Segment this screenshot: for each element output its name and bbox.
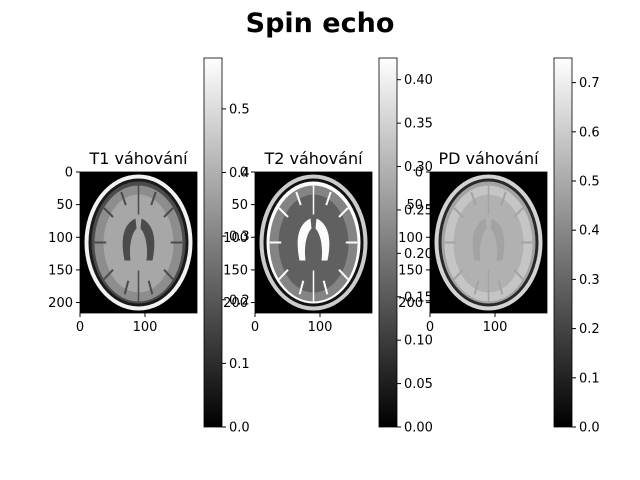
y-tick-label: 150 — [223, 263, 248, 278]
x-tick-label: 0 — [426, 320, 434, 335]
colorbar-tick-label: 0.5 — [229, 102, 250, 117]
sulcus — [103, 269, 114, 280]
colorbar-tick-label: 0.3 — [579, 273, 600, 288]
sulcus — [453, 207, 464, 218]
x-tick-label: 100 — [308, 320, 333, 335]
sulcus — [120, 191, 127, 206]
colorbar-tick-label: 0.10 — [404, 334, 433, 349]
colorbar — [553, 57, 573, 428]
y-tick-label: 50 — [406, 198, 423, 213]
sulcus — [497, 280, 504, 295]
x-tick-label: 0 — [251, 320, 259, 335]
sulcus — [338, 269, 349, 280]
right-ventricle — [490, 218, 505, 261]
left-ventricle — [297, 218, 312, 261]
colorbar-tick-label: 0.7 — [579, 76, 600, 91]
colorbar-tick-label: 0.1 — [579, 371, 600, 386]
right-ventricle — [140, 218, 155, 261]
y-tick-label: 100 — [48, 231, 73, 246]
left-ventricle — [472, 218, 487, 261]
sulcus — [163, 207, 174, 218]
y-tick-label: 150 — [48, 263, 73, 278]
y-tick-label: 0 — [240, 166, 248, 181]
sulcus — [147, 280, 154, 295]
sulcus — [103, 207, 114, 218]
brain-image — [255, 172, 372, 313]
sulcus — [163, 269, 174, 280]
panel-title: PD váhování — [438, 149, 539, 168]
y-tick-label: 200 — [48, 296, 73, 311]
left-ventricle — [122, 218, 137, 261]
colorbar-tick-label: 0.1 — [229, 357, 250, 372]
colorbar-tick-label: 0.30 — [404, 160, 433, 175]
sulcus — [278, 207, 289, 218]
colorbar-tick-label: 0.5 — [579, 175, 600, 190]
y-tick-label: 50 — [56, 198, 73, 213]
sulcus — [295, 191, 302, 206]
y-tick-label: 100 — [223, 231, 248, 246]
white-matter — [278, 194, 349, 293]
sulcus — [473, 280, 480, 295]
colorbar-tick-label: 0.00 — [404, 421, 433, 436]
colorbar-tick-label: 0.4 — [579, 224, 600, 239]
colorbar-tick-label: 0.15 — [404, 290, 433, 305]
white-matter — [103, 194, 174, 293]
right-ventricle — [315, 218, 330, 261]
y-tick-label: 0 — [415, 166, 423, 181]
sulcus — [500, 191, 507, 206]
sulcus — [325, 191, 332, 206]
image-frame — [79, 171, 198, 314]
y-tick-label: 100 — [398, 231, 423, 246]
sulcus — [513, 269, 524, 280]
colorbar-tick-label: 0.3 — [229, 230, 250, 245]
colorbar-tick-label: 0.05 — [404, 377, 433, 392]
colorbar — [378, 57, 398, 428]
y-tick-label: 200 — [398, 296, 423, 311]
panel-title: T2 váhování — [263, 149, 363, 168]
colorbar-tick-label: 0.35 — [404, 117, 433, 132]
brain-image — [430, 172, 547, 313]
sulcus — [338, 207, 349, 218]
y-tick-label: 200 — [223, 296, 248, 311]
image-frame — [254, 171, 373, 314]
sulcus — [150, 191, 157, 206]
colorbar-tick-label: 0.25 — [404, 203, 433, 218]
x-tick-label: 0 — [76, 320, 84, 335]
colorbar-tick-label: 0.4 — [229, 166, 250, 181]
x-tick-label: 100 — [133, 320, 158, 335]
panel-1: T1 váhování 0 100 0 50 100 150 200 0.0 0.1 0.2 0.3 0… — [48, 57, 250, 436]
colorbar-tick-label: 0.40 — [404, 73, 433, 88]
figure-title: Spin echo — [246, 8, 395, 39]
colorbar-tick-label: 0.0 — [579, 421, 600, 436]
sulcus — [322, 280, 329, 295]
sulcus — [123, 280, 130, 295]
sulcus — [470, 191, 477, 206]
sulcus — [278, 269, 289, 280]
image-frame — [429, 171, 548, 314]
x-tick-label: 100 — [483, 320, 508, 335]
colorbar-tick-label: 0.6 — [579, 125, 600, 140]
sulcus — [298, 280, 305, 295]
panel-title: T1 váhování — [88, 149, 188, 168]
y-tick-label: 0 — [65, 166, 73, 181]
colorbar-tick-label: 0.0 — [229, 421, 250, 436]
sulcus — [453, 269, 464, 280]
colorbar-tick-label: 0.2 — [229, 293, 250, 308]
colorbar-tick-label: 0.2 — [579, 322, 600, 337]
sulcus — [513, 207, 524, 218]
colorbar — [203, 57, 223, 428]
brain-image — [80, 172, 197, 313]
white-matter — [453, 194, 524, 293]
y-tick-label: 150 — [398, 263, 423, 278]
y-tick-label: 50 — [231, 198, 248, 213]
colorbar-tick-label: 0.20 — [404, 247, 433, 262]
